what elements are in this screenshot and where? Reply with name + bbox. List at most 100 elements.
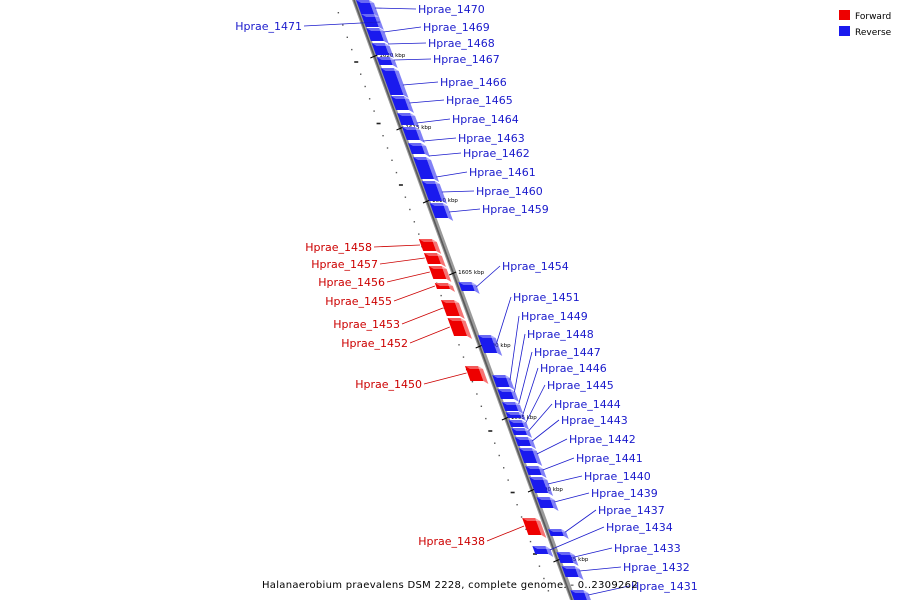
- gene-label[interactable]: Hprae_1448: [527, 328, 594, 341]
- gene-Hprae_1444[interactable]: [511, 428, 533, 438]
- gene-Hprae_1447[interactable]: [502, 402, 524, 414]
- gene-Hprae_1449[interactable]: [492, 375, 515, 390]
- gene-Hprae_1443[interactable]: [514, 437, 537, 449]
- gene-Hprae_1450[interactable]: [464, 366, 489, 384]
- gene-Hprae_1463[interactable]: [402, 127, 425, 143]
- ruler-dot: [485, 417, 487, 420]
- gene-Hprae_1457[interactable]: [423, 253, 446, 267]
- gene-label[interactable]: Hprae_1449: [521, 310, 588, 323]
- gene-Hprae_1462[interactable]: [407, 143, 430, 157]
- gene-label[interactable]: Hprae_1442: [569, 433, 636, 446]
- leader-line: [518, 351, 533, 405]
- gene-label[interactable]: Hprae_1465: [446, 94, 513, 107]
- gene-Hprae_1466[interactable]: [380, 68, 409, 98]
- gene-label[interactable]: Hprae_1450: [355, 378, 422, 391]
- gene-Hprae_1468[interactable]: [371, 43, 394, 58]
- gene-label[interactable]: Hprae_1461: [469, 166, 536, 179]
- gene-Hprae_1445[interactable]: [508, 420, 530, 430]
- gene-Hprae_1432[interactable]: [561, 566, 584, 580]
- gene-label[interactable]: Hprae_1443: [561, 414, 628, 427]
- ruler-dot: [391, 159, 393, 161]
- gene-label[interactable]: Hprae_1444: [554, 398, 621, 411]
- gene-label[interactable]: Hprae_1437: [598, 504, 665, 517]
- ruler-dot: [440, 294, 442, 297]
- gene-Hprae_1431[interactable]: [570, 590, 592, 600]
- gene-Hprae_1440[interactable]: [529, 477, 554, 496]
- gene-Hprae_1433[interactable]: [556, 552, 579, 566]
- gene-label[interactable]: Hprae_1438: [418, 535, 485, 548]
- gene-label[interactable]: Hprae_1471: [235, 20, 302, 33]
- gene-label[interactable]: Hprae_1452: [341, 337, 408, 350]
- gene-label[interactable]: Hprae_1434: [606, 521, 673, 534]
- gene-Hprae_1465[interactable]: [390, 96, 414, 113]
- gene-label[interactable]: Hprae_1454: [502, 260, 569, 273]
- ruler-dot: [395, 171, 398, 174]
- gene-label[interactable]: Hprae_1460: [476, 185, 543, 198]
- gene-arrow-top: [434, 283, 453, 286]
- gene-arrow-side: [531, 448, 543, 466]
- gene-Hprae_1467[interactable]: [376, 57, 398, 68]
- gene-arrow-side: [574, 566, 584, 580]
- gene-label[interactable]: Hprae_1457: [311, 258, 378, 271]
- gene-Hprae_1434[interactable]: [532, 546, 554, 557]
- gene-arrow-body: [505, 412, 521, 418]
- gene-label[interactable]: Hprae_1468: [428, 37, 495, 50]
- gene-arrow-body: [421, 181, 443, 201]
- gene-label[interactable]: Hprae_1433: [614, 542, 681, 555]
- gene-label[interactable]: Hprae_1440: [584, 470, 651, 483]
- gene-label[interactable]: Hprae_1470: [418, 3, 485, 16]
- gene-Hprae_1441[interactable]: [525, 466, 547, 478]
- gene-arrow-body: [423, 253, 441, 264]
- gene-Hprae_1453[interactable]: [440, 300, 465, 319]
- gene-label[interactable]: Hprae_1458: [305, 241, 372, 254]
- gene-label[interactable]: Hprae_1453: [333, 318, 400, 331]
- gene-label[interactable]: Hprae_1451: [513, 291, 580, 304]
- gene-label[interactable]: Hprae_1456: [318, 276, 385, 289]
- gene-Hprae_1438[interactable]: [522, 518, 547, 538]
- gene-label[interactable]: Hprae_1439: [591, 487, 658, 500]
- gene-Hprae_1469[interactable]: [366, 28, 389, 44]
- gene-Hprae_1459[interactable]: [429, 203, 454, 221]
- ruler-dot: [413, 221, 416, 223]
- gene-label[interactable]: Hprae_1431: [631, 580, 698, 593]
- gene-arrow-side: [420, 143, 430, 157]
- gene-Hprae_1442[interactable]: [518, 448, 543, 466]
- gene-Hprae_1452[interactable]: [447, 318, 473, 339]
- gene-label[interactable]: Hprae_1446: [540, 362, 607, 375]
- gene-arrow-body: [556, 552, 574, 563]
- gene-Hprae_1464[interactable]: [397, 113, 420, 128]
- gene-Hprae_1439[interactable]: [536, 497, 559, 511]
- gene-label[interactable]: Hprae_1466: [440, 76, 507, 89]
- gene-label[interactable]: Hprae_1469: [423, 21, 490, 34]
- gene-Hprae_1451[interactable]: [477, 335, 503, 356]
- gene-Hprae_1437[interactable]: [548, 529, 569, 539]
- gene-Hprae_1455[interactable]: [434, 283, 455, 292]
- leader-line: [579, 566, 622, 572]
- gene-arrow-body: [511, 428, 528, 435]
- gene-arrow-top: [511, 428, 530, 431]
- gene-arrow-top: [505, 412, 524, 415]
- gene-arrow-side: [527, 437, 537, 449]
- gene-label[interactable]: Hprae_1455: [325, 295, 392, 308]
- gene-Hprae_1456[interactable]: [428, 266, 452, 282]
- ruler-major-tick: [488, 430, 493, 432]
- gene-label[interactable]: Hprae_1459: [482, 203, 549, 216]
- gene-label[interactable]: Hprae_1441: [576, 452, 643, 465]
- gene-label[interactable]: Hprae_1463: [458, 132, 525, 145]
- gene-label[interactable]: Hprae_1445: [547, 379, 614, 392]
- gene-Hprae_1461[interactable]: [413, 157, 440, 182]
- gene-label[interactable]: Hprae_1462: [463, 147, 530, 160]
- gene-Hprae_1471[interactable]: [356, 0, 380, 17]
- gene-Hprae_1446[interactable]: [505, 412, 526, 421]
- gene-label[interactable]: Hprae_1467: [433, 53, 500, 66]
- gene-label[interactable]: Hprae_1432: [623, 561, 690, 574]
- gene-label[interactable]: Hprae_1447: [534, 346, 601, 359]
- gene-Hprae_1460[interactable]: [421, 181, 448, 204]
- gene-label[interactable]: Hprae_1464: [452, 113, 519, 126]
- leader-line: [514, 333, 526, 393]
- leader-line: [525, 384, 546, 424]
- gene-Hprae_1448[interactable]: [497, 389, 519, 402]
- ruler-dot: [342, 24, 344, 26]
- gene-Hprae_1454[interactable]: [458, 282, 480, 294]
- gene-Hprae_1458[interactable]: [418, 239, 442, 254]
